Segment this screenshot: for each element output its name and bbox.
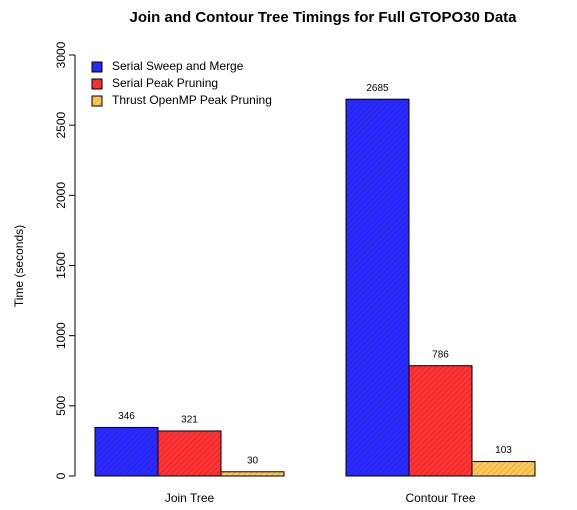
legend-label: Thrust OpenMP Peak Pruning [112,93,272,107]
bar [408,365,473,477]
legend-swatch [91,78,103,90]
value-label: 786 [432,349,449,360]
legend-swatch [91,95,103,107]
chart-title: Join and Contour Tree Timings for Full G… [130,9,518,26]
y-tick-label: 2500 [54,111,68,138]
bar [94,426,159,477]
bar [220,471,285,477]
x-tick-label: Contour Tree [405,491,475,505]
value-label: 2685 [366,83,389,94]
value-label: 103 [495,445,512,456]
y-tick-label: 0 [54,472,68,479]
y-tick-label: 1000 [54,322,68,349]
legend-label: Serial Sweep and Merge [112,59,244,73]
bar [345,98,410,477]
value-label: 30 [247,455,259,466]
y-tick-label: 3000 [54,41,68,68]
y-tick-label: 2000 [54,182,68,209]
value-label: 346 [118,411,135,422]
y-tick-label: 500 [54,396,68,416]
bar [471,461,536,477]
legend-label: Serial Peak Pruning [112,76,218,90]
value-label: 321 [181,415,198,426]
legend-swatch [91,61,103,73]
x-tick-label: Join Tree [165,491,215,505]
y-tick-label: 1500 [54,252,68,279]
bar [157,430,222,477]
y-axis-label: Time (seconds) [12,225,26,307]
